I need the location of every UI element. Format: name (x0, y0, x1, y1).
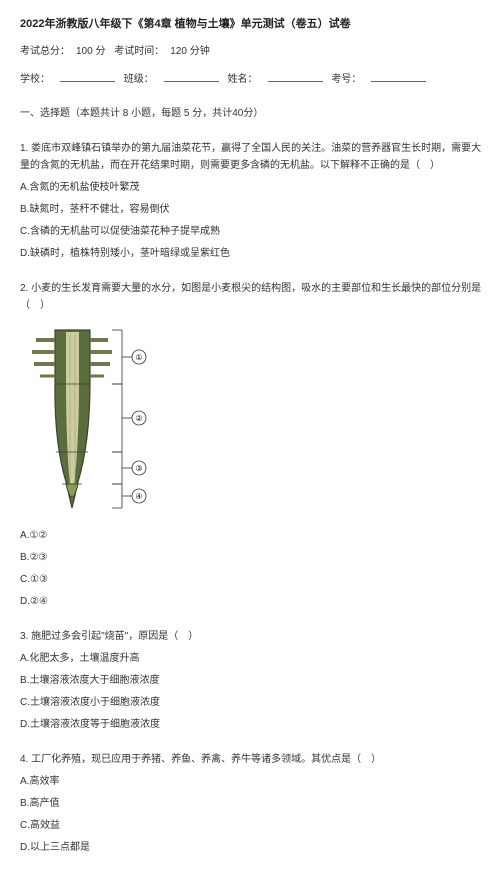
q1-stem: 1. 娄底市双峰镇石镇举办的第九届油菜花节，赢得了全国人民的关注。油菜的营养器官… (20, 140, 484, 174)
school-blank (60, 70, 115, 82)
q4-option-b: B.高产值 (20, 796, 484, 812)
q2-options: A.①② B.②③ C.①③ D.②④ (20, 528, 484, 610)
diagram-label-3: ③ (135, 464, 142, 473)
q3-stem: 3. 施肥过多会引起"烧苗"，原因是（ ） (20, 628, 484, 645)
q3-option-a: A.化肥太多，土壤温度升高 (20, 651, 484, 667)
exam-totals: 考试总分： 100 分 考试时间： 120 分钟 (20, 44, 484, 60)
q4-option-a: A.高效率 (20, 774, 484, 790)
q1-option-b: B.缺氮时，茎秆不健壮，容易倒伏 (20, 202, 484, 218)
diagram-label-1: ① (135, 353, 142, 362)
q1-option-a: A.含氮的无机盐使枝叶繁茂 (20, 180, 484, 196)
q4-option-d: D.以上三点都是 (20, 840, 484, 856)
q2-option-c: C.①③ (20, 572, 484, 588)
q3-option-b: B.土壤溶液浓度大于细胞液浓度 (20, 673, 484, 689)
q1-option-c: C.含磷的无机盐可以促使油菜花种子提早成熟 (20, 224, 484, 240)
q3-option-d: D.土壤溶液浓度等于细胞液浓度 (20, 717, 484, 733)
q4-stem: 4. 工厂化养殖，现已应用于养猪、养鱼、养禽、养牛等诸多领域。其优点是（ ） (20, 751, 484, 768)
exam-time: 120 分钟 (170, 46, 209, 57)
root-tip-diagram: ① ② ③ ④ (20, 322, 484, 518)
q2-option-b: B.②③ (20, 550, 484, 566)
q1-option-d: D.缺磷时，植株特别矮小，茎叶暗绿或呈紫红色 (20, 246, 484, 262)
q2-option-a: A.①② (20, 528, 484, 544)
total-score-prefix: 考试总分： (20, 46, 70, 57)
q4-option-c: C.高效益 (20, 818, 484, 834)
q3-options: A.化肥太多，土壤温度升高 B.土壤溶液浓度大于细胞液浓度 C.土壤溶液浓度小于… (20, 651, 484, 733)
q4-options: A.高效率 B.高产值 C.高效益 D.以上三点都是 (20, 774, 484, 856)
student-fields: 学校： 班级： 姓名： 考号： (20, 70, 484, 88)
q2-option-d: D.②④ (20, 594, 484, 610)
exam-time-label: 考试时间： (114, 46, 164, 57)
examno-blank (371, 70, 426, 82)
examno-label: 考号： (331, 74, 361, 85)
school-label: 学校： (20, 74, 50, 85)
q2-stem: 2. 小麦的生长发育需要大量的水分，如图是小麦根尖的结构图，吸水的主要部位和生长… (20, 280, 484, 314)
q1-options: A.含氮的无机盐使枝叶繁茂 B.缺氮时，茎秆不健壮，容易倒伏 C.含磷的无机盐可… (20, 180, 484, 262)
class-label: 班级： (124, 74, 154, 85)
name-blank (268, 70, 323, 82)
q3-option-c: C.土壤溶液浓度小于细胞液浓度 (20, 695, 484, 711)
name-label: 姓名： (228, 74, 258, 85)
total-score: 100 分 (76, 46, 105, 57)
section-1-header: 一、选择题（本题共计 8 小题，每题 5 分，共计40分） (20, 106, 484, 122)
class-blank (164, 70, 219, 82)
page-title: 2022年浙教版八年级下《第4章 植物与土壤》单元测试（卷五）试卷 (20, 16, 484, 34)
diagram-label-2: ② (135, 414, 142, 423)
diagram-label-4: ④ (135, 492, 142, 501)
